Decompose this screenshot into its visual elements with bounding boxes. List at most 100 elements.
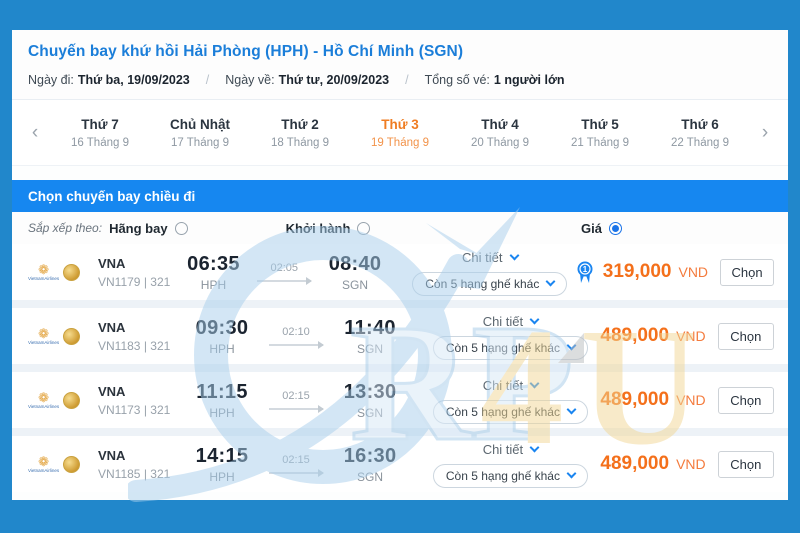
select-flight-button[interactable]: Chọn xyxy=(717,386,774,414)
fare-classes-dropdown[interactable]: Còn 5 hạng ghế khác xyxy=(412,271,568,296)
date-strip: ‹ Thứ 7 16 Tháng 9 Chủ Nhật 17 Tháng 9 T… xyxy=(12,100,788,166)
details-link[interactable]: Chi tiết xyxy=(483,314,540,329)
chevron-down-icon xyxy=(545,276,556,287)
arrive-airport: SGN xyxy=(357,341,384,356)
gold-badge-icon xyxy=(63,455,81,473)
sort-option-price[interactable]: Giá xyxy=(581,221,622,236)
details-link[interactable]: Chi tiết xyxy=(462,250,519,265)
return-date-label: Ngày về: xyxy=(225,73,275,87)
arrive-airport: SGN xyxy=(357,469,384,484)
date-tab-tue-active[interactable]: Thứ 3 19 Tháng 9 xyxy=(371,116,429,149)
lotus-icon: ❁ xyxy=(38,453,50,469)
vietnam-airlines-logo: ❁ VietnamAirlines xyxy=(28,327,86,346)
arrive-airport: SGN xyxy=(342,277,369,292)
flight-duration: 02:15 xyxy=(282,390,310,402)
airline-logo-text: VietnamAirlines xyxy=(28,275,60,281)
depart-airport: HPH xyxy=(200,277,227,292)
results-card: Chuyến bay khứ hồi Hải Phòng (HPH) - Hồ … xyxy=(12,30,788,500)
depart-airport: HPH xyxy=(209,405,235,420)
flight-duration: 02:05 xyxy=(270,262,299,274)
flight-arrow-icon xyxy=(257,277,313,285)
svg-text:1: 1 xyxy=(583,265,588,274)
airline-logo-text: VietnamAirlines xyxy=(28,403,60,409)
price-currency: VND xyxy=(676,392,706,408)
airline-logo-text: VietnamAirlines xyxy=(28,339,60,345)
chevron-down-icon xyxy=(566,404,577,415)
chevron-down-icon xyxy=(509,250,519,260)
depart-time: 14:15 xyxy=(195,444,249,467)
chevron-down-icon xyxy=(566,340,577,351)
arrive-time: 16:30 xyxy=(343,444,397,467)
row-divider xyxy=(12,428,788,436)
airline-code: VNA xyxy=(98,319,126,335)
price-currency: VND xyxy=(676,456,706,472)
flight-number: VN1173 | 321 xyxy=(98,402,171,417)
separator: / xyxy=(405,73,409,87)
sort-by-label: Sắp xếp theo: xyxy=(28,221,103,235)
flight-arrow-icon xyxy=(269,341,325,349)
select-flight-button[interactable]: Chọn xyxy=(717,322,774,350)
price-value: 489,000 xyxy=(600,325,670,346)
price-value: 489,000 xyxy=(600,389,670,410)
radio-airline-icon[interactable] xyxy=(174,221,188,235)
chevron-down-icon xyxy=(529,442,540,452)
price-currency: VND xyxy=(676,328,706,344)
details-link[interactable]: Chi tiết xyxy=(483,378,540,393)
select-flight-button[interactable]: Chọn xyxy=(717,450,774,478)
flight-number: VN1183 | 321 xyxy=(98,338,171,353)
row-divider xyxy=(12,364,788,372)
flight-row: ❁ VietnamAirlines VNA VN1179 | 321 06:35… xyxy=(12,244,788,300)
radio-departure-icon[interactable] xyxy=(357,221,371,235)
prev-dates-icon[interactable]: ‹ xyxy=(31,121,39,143)
date-tab-mon[interactable]: Thứ 2 18 Tháng 9 xyxy=(271,116,329,149)
date-tab-wed[interactable]: Thứ 4 20 Tháng 9 xyxy=(471,116,529,149)
vietnam-airlines-logo: ❁ VietnamAirlines xyxy=(28,455,86,474)
select-flight-button[interactable]: Chọn xyxy=(720,258,775,286)
gold-badge-icon xyxy=(63,391,81,409)
sort-row: Sắp xếp theo: Hãng bay Khởi hành Giá xyxy=(12,212,788,244)
date-tab-thu[interactable]: Thứ 5 21 Tháng 9 xyxy=(571,116,629,149)
page-title: Chuyến bay khứ hồi Hải Phòng (HPH) - Hồ … xyxy=(28,43,464,60)
arrive-airport: SGN xyxy=(357,405,384,420)
section-bar: Chọn chuyến bay chiều đi xyxy=(12,180,788,212)
trip-summary: Ngày đi: Thứ ba, 19/09/2023 / Ngày về: T… xyxy=(28,73,772,87)
airline-logo-text: VietnamAirlines xyxy=(28,467,60,473)
airline-code: VNA xyxy=(98,383,126,399)
results-header: Chuyến bay khứ hồi Hải Phòng (HPH) - Hồ … xyxy=(12,30,788,100)
airline-code: VNA xyxy=(98,447,126,463)
depart-date-value: Thứ ba, 19/09/2023 xyxy=(77,73,190,87)
sort-option-departure[interactable]: Khởi hành xyxy=(286,221,371,236)
flight-row: ❁ VietnamAirlines VNA VN1173 | 321 11:15… xyxy=(12,372,788,428)
arrive-time: 11:40 xyxy=(344,316,396,339)
lotus-icon: ❁ xyxy=(38,325,50,341)
date-tab-fri[interactable]: Thứ 6 22 Tháng 9 xyxy=(671,116,729,149)
best-price-medal-icon: 1 xyxy=(577,261,593,283)
flight-number: VN1179 | 321 xyxy=(98,274,171,289)
fare-classes-dropdown[interactable]: Còn 5 hạng ghế khác xyxy=(432,335,588,360)
arrive-time: 13:30 xyxy=(343,380,397,403)
radio-price-icon[interactable] xyxy=(609,221,622,235)
gold-badge-icon xyxy=(63,327,81,345)
ticket-count-value: 1 người lớn xyxy=(493,73,565,87)
fare-classes-dropdown[interactable]: Còn 5 hạng ghế khác xyxy=(432,399,588,424)
date-tab-sat[interactable]: Thứ 7 16 Tháng 9 xyxy=(71,116,129,149)
flight-row: ❁ VietnamAirlines VNA VN1183 | 321 09:30… xyxy=(12,308,788,364)
depart-date-label: Ngày đi: xyxy=(28,73,74,87)
price-currency: VND xyxy=(678,264,709,280)
separator: / xyxy=(205,73,210,87)
arrive-time: 08:40 xyxy=(328,252,382,275)
chevron-down-icon xyxy=(529,314,540,324)
lotus-icon: ❁ xyxy=(38,389,50,405)
depart-time: 09:30 xyxy=(195,316,249,339)
depart-time: 06:35 xyxy=(187,252,240,275)
flight-duration: 02:10 xyxy=(282,326,310,338)
sort-option-airline[interactable]: Hãng bay xyxy=(109,221,188,236)
ticket-count-label: Tổng số vé: xyxy=(424,73,490,87)
date-tab-sun[interactable]: Chủ Nhật 17 Tháng 9 xyxy=(170,116,230,149)
details-link[interactable]: Chi tiết xyxy=(483,442,540,457)
chevron-down-icon xyxy=(529,378,540,388)
fare-classes-dropdown[interactable]: Còn 5 hạng ghế khác xyxy=(432,463,588,488)
price-value: 489,000 xyxy=(600,453,670,474)
next-dates-icon[interactable]: › xyxy=(761,121,769,143)
